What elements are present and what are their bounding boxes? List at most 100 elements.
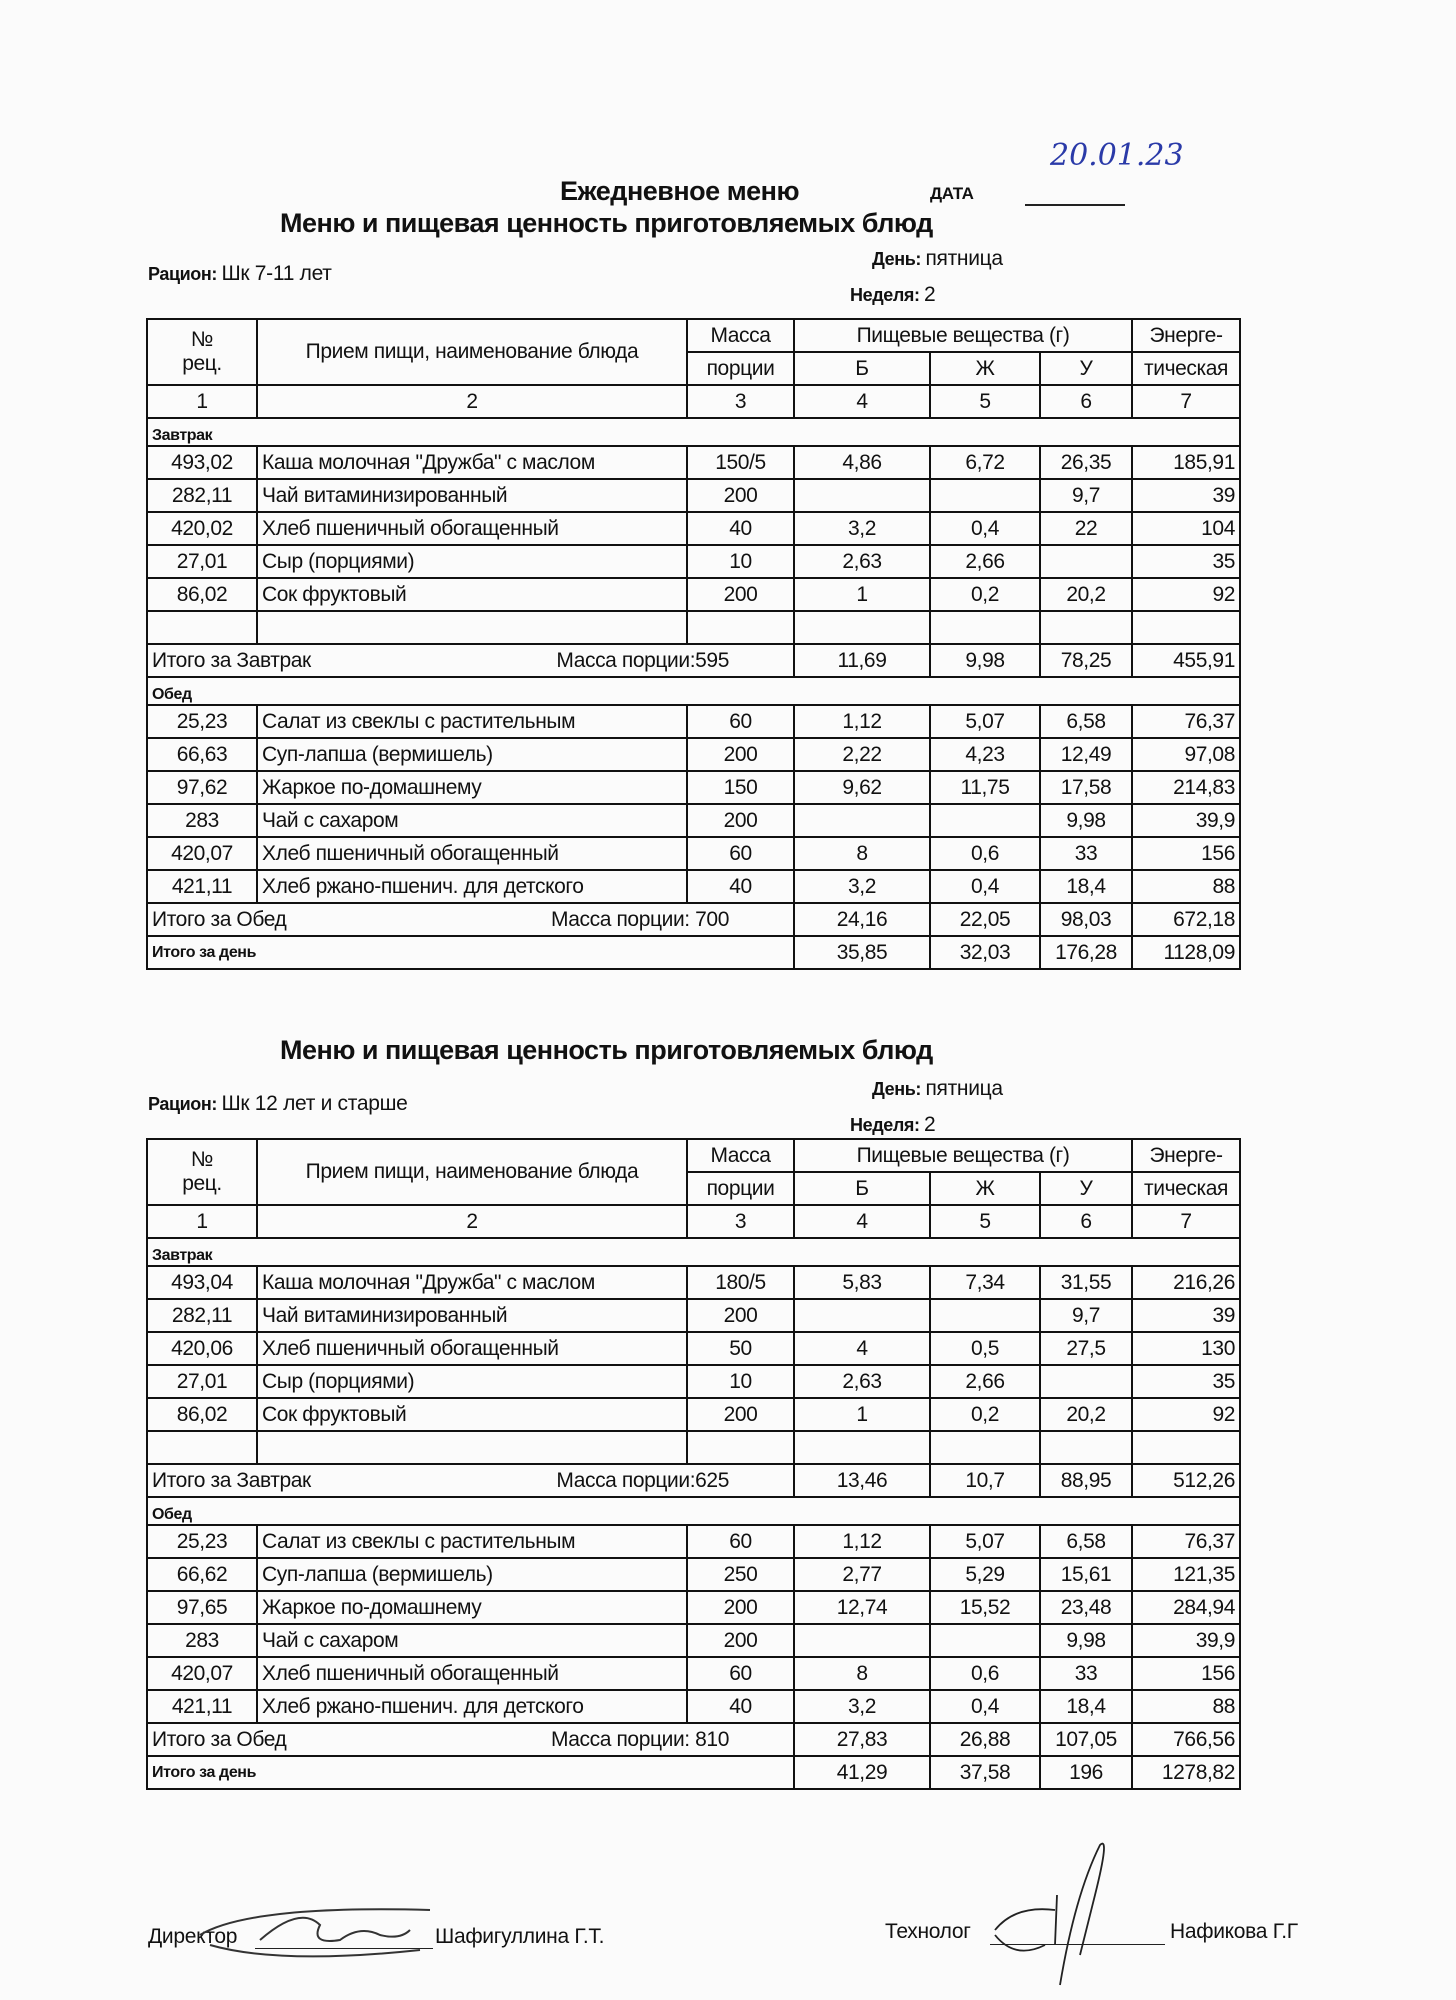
- cell: 420,02: [146, 511, 258, 546]
- cell: 27,5: [1039, 1331, 1133, 1366]
- cell: Суп-лапша (вермишель): [256, 737, 688, 772]
- table-row: [146, 610, 1241, 645]
- cell: 60: [686, 836, 795, 871]
- cell: Сок фруктовый: [256, 1397, 688, 1432]
- column-number: 6: [1039, 1204, 1133, 1239]
- cell: 88: [1131, 869, 1241, 904]
- cell: 86,02: [146, 1397, 258, 1432]
- director-label: Директор: [148, 1925, 238, 1948]
- cell: 40: [686, 511, 795, 546]
- director-signature-line: [255, 1948, 433, 1949]
- menu-table: № рец. Прием пищи, наименование блюда Мас…: [146, 1138, 1241, 1790]
- cell: 214,83: [1131, 770, 1241, 805]
- table-row: 282,11 Чай витаминизированный 200 9,7 39: [146, 478, 1241, 513]
- week-label: Неделя:: [850, 1115, 920, 1135]
- meal-total-mass: Масса порции:625: [556, 1468, 729, 1492]
- column-number: 4: [793, 384, 931, 419]
- cell: 150: [686, 770, 795, 805]
- document-title: Ежедневное меню: [560, 176, 800, 206]
- cell: 39: [1131, 478, 1241, 513]
- header-row: № рец. Прием пищи, наименование блюда Мас…: [146, 1138, 1241, 1206]
- column-number: 3: [686, 384, 795, 419]
- cell: [686, 610, 795, 645]
- col-b: Б: [793, 351, 931, 386]
- meal-total-value: 78,25: [1039, 643, 1133, 678]
- day-value: пятница: [925, 247, 1003, 270]
- column-number: 6: [1039, 384, 1133, 419]
- cell: 15,61: [1039, 1557, 1133, 1592]
- cell: [793, 803, 931, 838]
- cell: 156: [1131, 836, 1241, 871]
- ration-value: Шк 12 лет и старше: [221, 1092, 408, 1115]
- cell: 200: [686, 1623, 795, 1658]
- table-row: 283 Чай с сахаром 200 9,98 39,9: [146, 1623, 1241, 1658]
- meal-total-value: 9,98: [929, 643, 1041, 678]
- column-number: 2: [256, 384, 688, 419]
- handwritten-date: 20.01.23: [1050, 138, 1184, 173]
- day-total-value: 196: [1039, 1755, 1133, 1790]
- cell: Суп-лапша (вермишель): [256, 1557, 688, 1592]
- column-number: 7: [1131, 384, 1241, 419]
- table-row: 420,07 Хлеб пшеничный обогащенный 60 8 0,6 33…: [146, 1656, 1241, 1691]
- day-label: День:: [872, 1079, 921, 1099]
- meal-total-label: Итого за Завтрак: [152, 1468, 311, 1492]
- meal-total-value: 13,46: [793, 1463, 931, 1498]
- meal-total-value: 11,69: [793, 643, 931, 678]
- mass-sub: порции: [686, 351, 795, 386]
- technologist-signature: [994, 1842, 1105, 1986]
- meal-total-value: 107,05: [1039, 1722, 1133, 1757]
- cell: 200: [686, 1590, 795, 1625]
- cell: 2,77: [793, 1557, 931, 1592]
- cell: 97,08: [1131, 737, 1241, 772]
- cell: Жаркое по-домашнему: [256, 770, 688, 805]
- cell: Сыр (порциями): [256, 1364, 688, 1399]
- cell: 6,58: [1039, 704, 1133, 739]
- cell: 76,37: [1131, 704, 1241, 739]
- cell: [146, 610, 258, 645]
- meal-total-value: 88,95: [1039, 1463, 1133, 1498]
- table-row: 420,06 Хлеб пшеничный обогащенный 50 4 0,5 27…: [146, 1331, 1241, 1366]
- cell: 27,01: [146, 544, 258, 579]
- cell: 92: [1131, 577, 1241, 612]
- cell: 60: [686, 1524, 795, 1559]
- energy-sub: тическая: [1131, 1171, 1241, 1206]
- date-label: ДАТА: [930, 184, 974, 203]
- cell: 9,7: [1039, 478, 1133, 513]
- day-label: День:: [872, 249, 921, 269]
- cell: 200: [686, 803, 795, 838]
- cell: 6,58: [1039, 1524, 1133, 1559]
- meal-total-label-cell: Итого за Завтрак Масса порции:595: [146, 643, 795, 678]
- ration-info: Рацион: Шк 12 лет и старше: [148, 1092, 408, 1116]
- cell: 10: [686, 544, 795, 579]
- cell: Сыр (порциями): [256, 544, 688, 579]
- cell: 40: [686, 1689, 795, 1724]
- day-total-label: Итого за день: [146, 935, 795, 970]
- col-mass-header: Масса: [686, 318, 795, 353]
- meal-total-value: 455,91: [1131, 643, 1241, 678]
- meal-total-value: 98,03: [1039, 902, 1133, 937]
- cell: [1131, 610, 1241, 645]
- cell: [1039, 1364, 1133, 1399]
- cell: [256, 610, 688, 645]
- cell: 282,11: [146, 478, 258, 513]
- cell: Хлеб ржано-пшенич. для детского: [256, 1689, 688, 1724]
- cell: 156: [1131, 1656, 1241, 1691]
- meal-section-row: Завтрак: [146, 1237, 1241, 1267]
- cell: 97,62: [146, 770, 258, 805]
- cell: Чай витаминизированный: [256, 478, 688, 513]
- cell: 121,35: [1131, 1557, 1241, 1592]
- cell: 35: [1131, 544, 1241, 579]
- cell: Чай с сахаром: [256, 1623, 688, 1658]
- col-nutrients-header: Пищевые вещества (г): [793, 318, 1133, 353]
- table-row: 97,62 Жаркое по-домашнему 150 9,62 11,75 17,5…: [146, 770, 1241, 805]
- cell: 10: [686, 1364, 795, 1399]
- cell: 4,86: [793, 445, 931, 480]
- table-row: 283 Чай с сахаром 200 9,98 39,9: [146, 803, 1241, 838]
- meal-total-label-cell: Итого за Обед Масса порции: 700: [146, 902, 795, 937]
- cell: 420,07: [146, 1656, 258, 1691]
- table-row: 66,62 Суп-лапша (вермишель) 250 2,77 5,29 15,…: [146, 1557, 1241, 1592]
- cell: 7,34: [929, 1265, 1041, 1300]
- cell: 9,98: [1039, 803, 1133, 838]
